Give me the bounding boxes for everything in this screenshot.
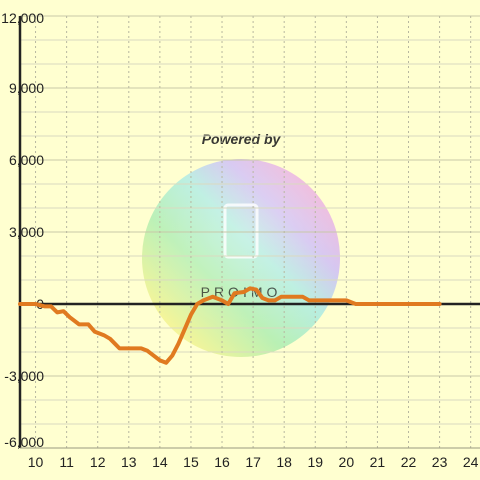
y-tick-label: 6,000 xyxy=(9,152,44,168)
x-tick-label: 16 xyxy=(214,454,230,470)
y-tick-label: 9,000 xyxy=(9,80,44,96)
x-tick-label: 11 xyxy=(59,454,74,470)
watermark: PROIMO Powered by xyxy=(142,131,340,357)
x-tick-label: 13 xyxy=(121,454,137,470)
x-tick-label: 21 xyxy=(370,454,386,470)
watermark-title: Powered by xyxy=(202,131,282,147)
y-tick-label: 12,000 xyxy=(1,10,44,26)
y-tick-label: -3,000 xyxy=(4,368,44,384)
x-tick-label: 12 xyxy=(90,454,106,470)
x-tick-labels: 10 11 12 13 14 15 16 17 18 19 20 21 22 23 24 xyxy=(28,454,479,470)
series xyxy=(18,286,442,365)
x-tick-label: 24 xyxy=(463,454,479,470)
x-tick-label: 23 xyxy=(432,454,448,470)
y-tick-label: -6,000 xyxy=(4,434,44,450)
x-tick-label: 17 xyxy=(245,454,261,470)
x-tick-label: 22 xyxy=(401,454,417,470)
x-tick-label: 20 xyxy=(339,454,355,470)
x-tick-label: 18 xyxy=(276,454,292,470)
x-tick-label: 14 xyxy=(152,454,168,470)
x-tick-label: 15 xyxy=(183,454,199,470)
series-line xyxy=(18,286,442,365)
watermark-logo-icon xyxy=(223,203,259,259)
x-tick-label: 19 xyxy=(307,454,323,470)
x-tick-label: 10 xyxy=(28,454,44,470)
y-tick-label: 3,000 xyxy=(9,224,44,240)
grid xyxy=(20,15,480,449)
